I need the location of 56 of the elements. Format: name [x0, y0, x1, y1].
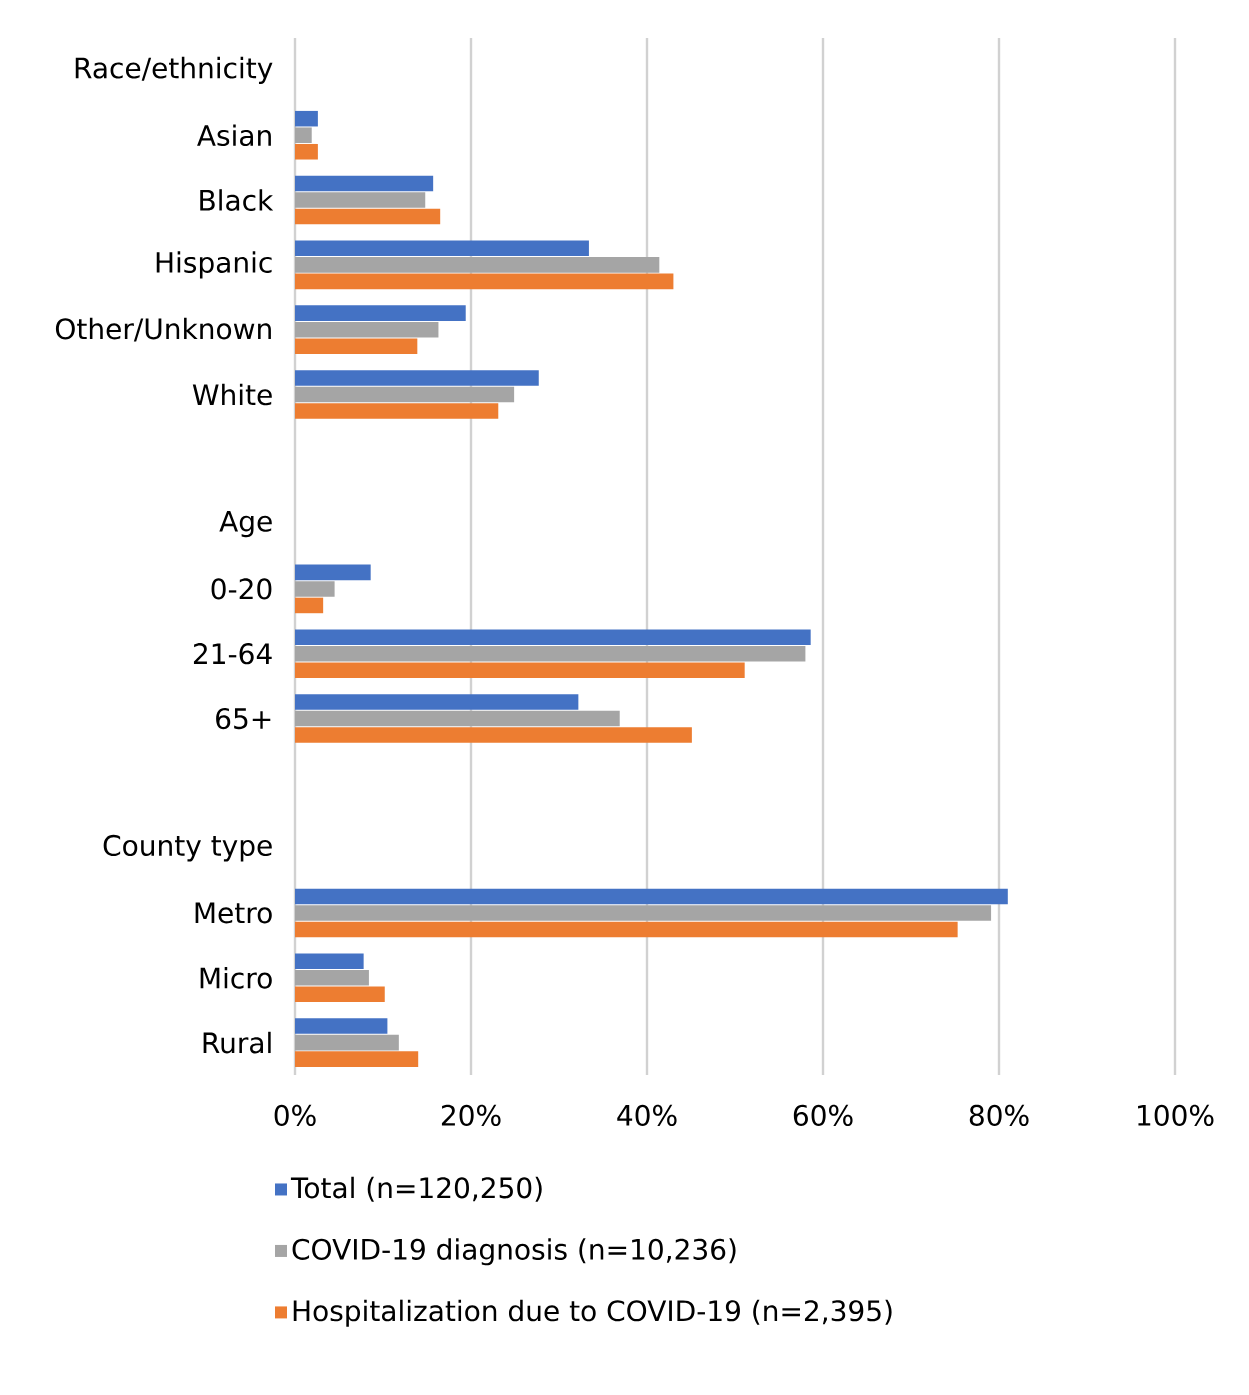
bar: [295, 645, 806, 662]
bar: [295, 257, 660, 273]
bar: [295, 905, 992, 921]
bar: [295, 1018, 388, 1034]
y-tick-label: Metro: [195, 902, 272, 924]
y-tick-label: Age: [219, 510, 272, 538]
bar: [295, 305, 466, 321]
y-tick-label: County type: [103, 834, 272, 862]
bar: [295, 629, 811, 645]
x-tick-label: 80%: [969, 1104, 1029, 1126]
x-tick-label: 100%: [1138, 1104, 1214, 1126]
y-tick-label: Other/Unknown: [55, 317, 271, 342]
bar: [295, 581, 335, 597]
bar: [295, 727, 692, 743]
x-tick-label: 40%: [617, 1104, 677, 1126]
bar: [295, 273, 674, 290]
x-tick-label: 60%: [793, 1104, 853, 1126]
bar: [295, 710, 620, 727]
bar: [295, 888, 1008, 905]
y-tick-label: Hispanic: [156, 251, 272, 279]
bar: [295, 321, 439, 338]
legend-label: Hospitalization due to COVID-19 (n=2,395): [293, 1299, 892, 1327]
bar: [295, 143, 318, 160]
bar: [295, 175, 434, 192]
bar: [295, 338, 418, 354]
bar: [295, 694, 579, 710]
x-tick-label: 20%: [441, 1104, 501, 1126]
legend-label: COVID-19 diagnosis (n=10,236): [292, 1238, 736, 1266]
bar: [295, 970, 369, 986]
bar: [295, 110, 318, 127]
bar: [295, 662, 745, 679]
y-tick-label: Rural: [203, 1031, 271, 1054]
bar: [295, 986, 385, 1003]
bar: [295, 370, 539, 386]
bar: [295, 192, 426, 208]
bar: [295, 597, 324, 614]
y-tick-label: Black: [200, 189, 274, 211]
bar: [295, 564, 371, 581]
y-tick-label: 0-20: [211, 578, 272, 600]
y-tick-label: Micro: [200, 966, 272, 989]
bar: [295, 386, 515, 403]
y-tick-label: Race/ethnicity: [75, 56, 273, 84]
y-tick-label: 21-64: [193, 643, 272, 665]
y-tick-label: Asian: [197, 124, 271, 147]
bar: [295, 1034, 399, 1051]
x-tick-label: 0%: [274, 1104, 316, 1126]
bar: [295, 921, 958, 938]
bar: [295, 127, 312, 143]
bar: [295, 240, 589, 257]
y-tick-label: 65+: [216, 707, 271, 730]
y-tick-label: White: [192, 383, 272, 406]
bar: [295, 403, 499, 419]
bar: [295, 208, 441, 225]
bar: [295, 953, 364, 970]
bar: [295, 1051, 419, 1067]
legend-label: Total (n=120,250): [290, 1176, 542, 1202]
